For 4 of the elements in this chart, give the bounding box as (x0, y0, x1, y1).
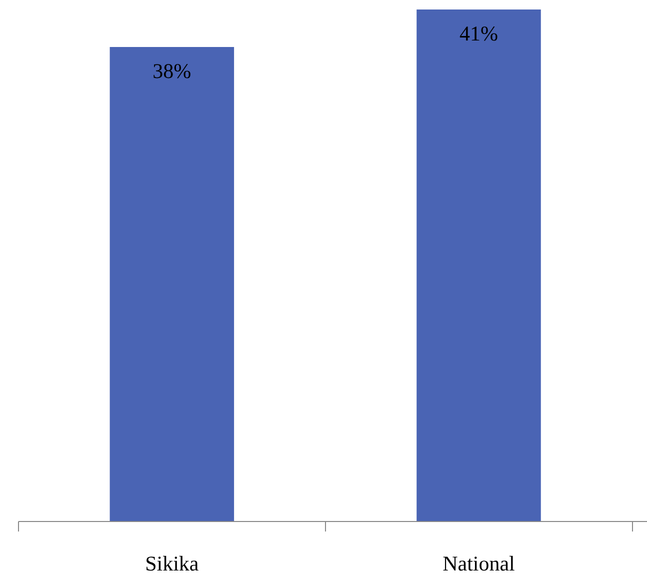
x-tick-label: National (442, 552, 516, 576)
data-label: 41% (459, 22, 498, 46)
x-tick-label: Sikika (145, 552, 200, 576)
data-label: 38% (152, 58, 192, 83)
